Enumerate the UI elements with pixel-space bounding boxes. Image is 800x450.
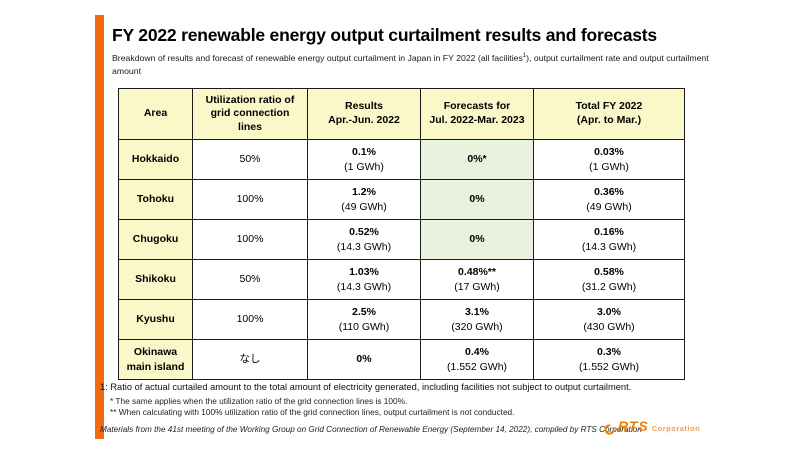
rts-logo: RTS Corporation bbox=[604, 418, 700, 440]
forecast-cell: 0% bbox=[420, 219, 534, 260]
result-cell: 2.5% (110 GWh) bbox=[307, 299, 421, 340]
total-percent: 0.36% bbox=[594, 186, 624, 199]
result-percent: 1.2% bbox=[352, 186, 376, 199]
result-cell: 0.52% (14.3 GWh) bbox=[307, 219, 421, 260]
header-area: Area bbox=[118, 88, 193, 140]
curtailment-table: Area Utilization ratio of grid connectio… bbox=[118, 88, 685, 380]
result-amount: (1 GWh) bbox=[344, 160, 384, 173]
footnote-star: * The same applies when the utilization … bbox=[110, 396, 408, 406]
utilization-cell: 50% bbox=[192, 139, 308, 180]
forecast-percent: 0.4% bbox=[465, 346, 489, 359]
forecast-amount: (1.552 GWh) bbox=[446, 360, 508, 373]
table-row-chugoku: Chugoku 100% 0.52% (14.3 GWh) 0% 0.16% (… bbox=[118, 219, 685, 260]
footnote-double-star: ** When calculating with 100% utilizatio… bbox=[110, 407, 515, 417]
table-header-row: Area Utilization ratio of grid connectio… bbox=[118, 88, 685, 140]
forecast-cell: 0.48%** (17 GWh) bbox=[420, 259, 534, 300]
result-cell: 0.1% (1 GWh) bbox=[307, 139, 421, 180]
table-row-kyushu: Kyushu 100% 2.5% (110 GWh) 3.1% (320 GWh… bbox=[118, 299, 685, 340]
forecast-percent: 0%* bbox=[467, 153, 487, 166]
total-cell: 0.58% (31.2 GWh) bbox=[533, 259, 685, 300]
result-cell: 1.2% (49 GWh) bbox=[307, 179, 421, 220]
result-cell: 1.03% (14.3 GWh) bbox=[307, 259, 421, 300]
accent-bar bbox=[95, 15, 104, 439]
rts-logo-corporation: Corporation bbox=[651, 424, 701, 433]
area-cell: Kyushu bbox=[118, 299, 193, 340]
header-forecasts: Forecasts for Jul. 2022-Mar. 2023 bbox=[420, 88, 534, 140]
utilization-cell: なし bbox=[192, 339, 308, 380]
footnote-1: 1: Ratio of actual curtailed amount to t… bbox=[100, 382, 632, 392]
table-row-shikoku: Shikoku 50% 1.03% (14.3 GWh) 0.48%** (17… bbox=[118, 259, 685, 300]
table-row-hokkaido: Hokkaido 50% 0.1% (1 GWh) 0%* 0.03% (1 G… bbox=[118, 139, 685, 180]
utilization-cell: 100% bbox=[192, 219, 308, 260]
total-percent: 0.3% bbox=[597, 346, 621, 359]
result-amount: (49 GWh) bbox=[341, 200, 387, 213]
area-cell: Tohoku bbox=[118, 179, 193, 220]
result-amount: (14.3 GWh) bbox=[336, 240, 392, 253]
subtitle-text: Breakdown of results and forecast of ren… bbox=[112, 53, 523, 63]
total-amount: (1 GWh) bbox=[589, 160, 629, 173]
total-cell: 0.3% (1.552 GWh) bbox=[533, 339, 685, 380]
total-cell: 0.36% (49 GWh) bbox=[533, 179, 685, 220]
area-cell: Hokkaido bbox=[118, 139, 193, 180]
forecast-percent: 3.1% bbox=[465, 306, 489, 319]
utilization-cell: 100% bbox=[192, 179, 308, 220]
result-percent: 1.03% bbox=[349, 266, 379, 279]
result-percent: 0.1% bbox=[352, 146, 376, 159]
table-row-okinawa: Okinawa main island なし 0% 0.4% (1.552 GW… bbox=[118, 339, 685, 380]
utilization-cell: 100% bbox=[192, 299, 308, 340]
source-note: Materials from the 41st meeting of the W… bbox=[100, 425, 642, 434]
forecast-percent: 0% bbox=[469, 233, 485, 246]
header-total: Total FY 2022 (Apr. to Mar.) bbox=[533, 88, 685, 140]
total-amount: (430 GWh) bbox=[583, 320, 635, 333]
table-row-tohoku: Tohoku 100% 1.2% (49 GWh) 0% 0.36% (49 G… bbox=[118, 179, 685, 220]
total-cell: 0.16% (14.3 GWh) bbox=[533, 219, 685, 260]
total-cell: 3.0% (430 GWh) bbox=[533, 299, 685, 340]
result-percent: 0% bbox=[356, 353, 372, 366]
result-amount: (110 GWh) bbox=[338, 320, 390, 333]
forecast-percent: 0.48%** bbox=[458, 266, 496, 279]
page-title: FY 2022 renewable energy output curtailm… bbox=[112, 25, 657, 45]
result-percent: 2.5% bbox=[352, 306, 376, 319]
forecast-amount: (320 GWh) bbox=[451, 320, 503, 333]
forecast-cell: 0%* bbox=[420, 139, 534, 180]
result-percent: 0.52% bbox=[349, 226, 379, 239]
total-amount: (14.3 GWh) bbox=[581, 240, 637, 253]
forecast-cell: 0.4% (1.552 GWh) bbox=[420, 339, 534, 380]
result-amount: (14.3 GWh) bbox=[336, 280, 392, 293]
total-amount: (49 GWh) bbox=[586, 200, 632, 213]
total-percent: 0.16% bbox=[594, 226, 624, 239]
rts-logo-text: RTS bbox=[618, 418, 649, 434]
rts-swoosh-icon bbox=[604, 422, 615, 440]
utilization-cell: 50% bbox=[192, 259, 308, 300]
subtitle-text-cont: ), output curtailment rate and output cu… bbox=[112, 53, 709, 77]
result-cell: 0% bbox=[307, 339, 421, 380]
forecast-percent: 0% bbox=[469, 193, 485, 206]
header-results: Results Apr.-Jun. 2022 bbox=[307, 88, 421, 140]
total-percent: 0.58% bbox=[594, 266, 624, 279]
subtitle-footnote-marker: 1 bbox=[522, 53, 527, 60]
area-cell: Chugoku bbox=[118, 219, 193, 260]
total-amount: (31.2 GWh) bbox=[581, 280, 637, 293]
page-subtitle: Breakdown of results and forecast of ren… bbox=[112, 52, 712, 78]
forecast-cell: 3.1% (320 GWh) bbox=[420, 299, 534, 340]
total-cell: 0.03% (1 GWh) bbox=[533, 139, 685, 180]
forecast-amount: (17 GWh) bbox=[454, 280, 500, 293]
total-percent: 0.03% bbox=[594, 146, 624, 159]
forecast-cell: 0% bbox=[420, 179, 534, 220]
total-percent: 3.0% bbox=[597, 306, 621, 319]
total-amount: (1.552 GWh) bbox=[578, 360, 640, 373]
header-utilization: Utilization ratio of grid connection lin… bbox=[192, 88, 308, 140]
area-cell: Shikoku bbox=[118, 259, 193, 300]
area-cell: Okinawa main island bbox=[118, 339, 193, 380]
